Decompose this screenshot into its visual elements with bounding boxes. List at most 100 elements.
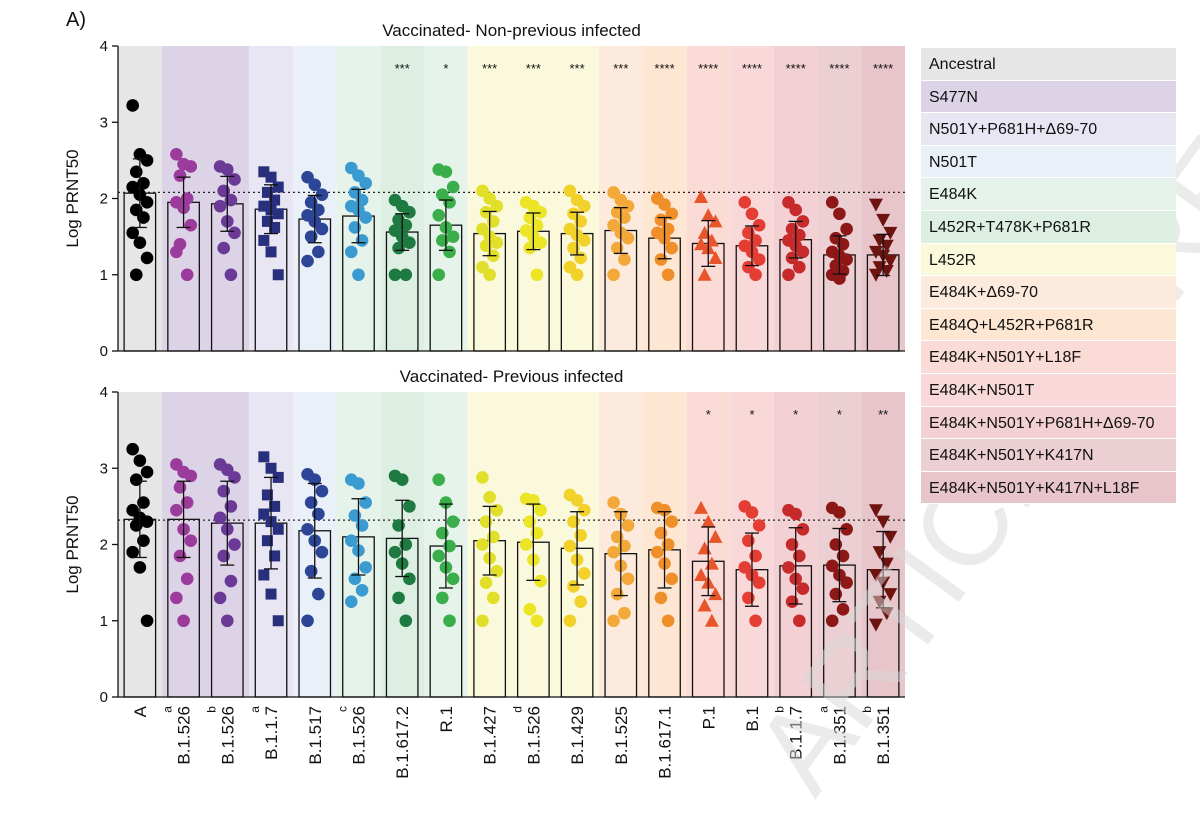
data-point-9 xyxy=(530,526,544,540)
data-point-4 xyxy=(315,545,329,559)
data-point-15 xyxy=(782,268,795,282)
data-point-12 xyxy=(665,207,679,221)
significance-marker: *** xyxy=(613,61,628,76)
legend-item: E484K+N501Y+K417N+L18F xyxy=(921,471,1176,505)
data-point-15 xyxy=(789,507,802,521)
data-point-11 xyxy=(610,241,624,255)
significance-marker: * xyxy=(837,407,842,422)
data-point-4 xyxy=(301,614,314,628)
data-point-0 xyxy=(140,251,154,265)
data-point-15 xyxy=(785,595,799,608)
data-point-2 xyxy=(221,163,234,176)
data-point-1 xyxy=(170,245,183,259)
data-point-2 xyxy=(217,549,231,563)
significance-marker: **** xyxy=(698,61,718,76)
data-point-13 xyxy=(708,250,723,264)
data-point-4 xyxy=(312,245,325,259)
data-point-7 xyxy=(436,234,449,247)
data-point-12 xyxy=(665,572,679,586)
data-point-16 xyxy=(836,549,850,563)
data-point-3 xyxy=(269,221,281,233)
significance-marker: *** xyxy=(526,61,541,76)
data-point-5 xyxy=(359,176,372,190)
data-point-3 xyxy=(272,615,284,627)
data-point-3 xyxy=(265,246,277,258)
data-point-2 xyxy=(224,268,238,282)
data-point-16 xyxy=(840,522,853,536)
data-point-0 xyxy=(137,534,150,547)
data-point-8 xyxy=(486,591,500,605)
x-tick-superscript: a xyxy=(161,706,175,713)
data-point-10 xyxy=(577,234,591,247)
data-point-17 xyxy=(883,255,898,269)
data-point-1 xyxy=(173,549,187,563)
data-point-15 xyxy=(792,614,806,628)
data-point-6 xyxy=(403,205,416,219)
data-point-3 xyxy=(261,186,273,198)
data-point-2 xyxy=(228,173,241,186)
data-point-17 xyxy=(883,226,898,240)
data-point-0 xyxy=(129,519,143,532)
data-point-6 xyxy=(395,473,409,486)
data-point-7 xyxy=(439,165,453,179)
data-point-8 xyxy=(483,490,496,504)
background-band-13 xyxy=(817,46,862,351)
legend-item: E484Q+L452R+P681R xyxy=(921,308,1176,342)
data-point-0 xyxy=(133,236,147,250)
data-point-15 xyxy=(789,203,802,217)
chart-non-previous-infected: Vaccinated- Non-previous infected 0 1 2 3 4 Lo… xyxy=(63,21,905,360)
y-tick-label: 1 xyxy=(100,613,108,630)
legend-item: E484K xyxy=(921,178,1176,211)
data-point-6 xyxy=(399,614,413,628)
x-tick-superscript: c xyxy=(335,706,349,712)
data-point-3 xyxy=(265,462,277,474)
x-tick-superscript: a xyxy=(816,706,830,713)
data-point-12 xyxy=(651,545,664,559)
background-band-12 xyxy=(773,46,818,351)
data-point-8 xyxy=(476,538,489,551)
data-point-0 xyxy=(140,614,154,628)
data-point-4 xyxy=(304,564,318,578)
data-point-15 xyxy=(785,538,799,551)
data-point-9 xyxy=(523,515,537,528)
data-point-9 xyxy=(534,205,547,219)
data-point-3 xyxy=(265,171,277,183)
y-axis-label: Log PRNT50 xyxy=(63,149,82,247)
data-point-12 xyxy=(661,538,675,551)
data-point-0 xyxy=(126,442,139,456)
data-point-6 xyxy=(392,591,405,605)
data-point-15 xyxy=(796,522,810,536)
data-point-7 xyxy=(436,591,449,605)
data-point-0 xyxy=(126,226,139,240)
significance-marker: *** xyxy=(482,61,497,76)
data-point-9 xyxy=(530,218,544,232)
y-tick-label: 3 xyxy=(100,114,108,131)
background-band-14 xyxy=(861,46,905,351)
data-point-16 xyxy=(836,237,850,251)
data-point-3 xyxy=(269,500,281,512)
data-point-7 xyxy=(443,196,456,209)
significance-marker: * xyxy=(706,407,711,422)
data-point-3 xyxy=(272,269,284,281)
data-point-0 xyxy=(133,561,147,574)
data-point-16 xyxy=(829,538,843,551)
legend-item: E484K+N501T xyxy=(921,373,1176,407)
data-point-9 xyxy=(519,538,533,551)
significance-marker: *** xyxy=(569,61,584,76)
data-point-15 xyxy=(796,215,810,228)
data-point-6 xyxy=(388,268,402,282)
significance-marker: **** xyxy=(786,61,806,76)
data-point-0 xyxy=(140,154,154,167)
data-point-5 xyxy=(359,496,372,509)
data-point-14 xyxy=(752,519,766,532)
data-point-11 xyxy=(607,268,620,282)
data-point-14 xyxy=(749,614,762,628)
data-point-16 xyxy=(825,614,839,628)
data-point-9 xyxy=(523,603,537,616)
legend-item: E484K+Δ69-70 xyxy=(921,276,1176,309)
data-point-0 xyxy=(129,165,143,179)
data-point-14 xyxy=(745,207,759,221)
data-point-15 xyxy=(782,561,795,574)
data-point-10 xyxy=(577,199,591,213)
